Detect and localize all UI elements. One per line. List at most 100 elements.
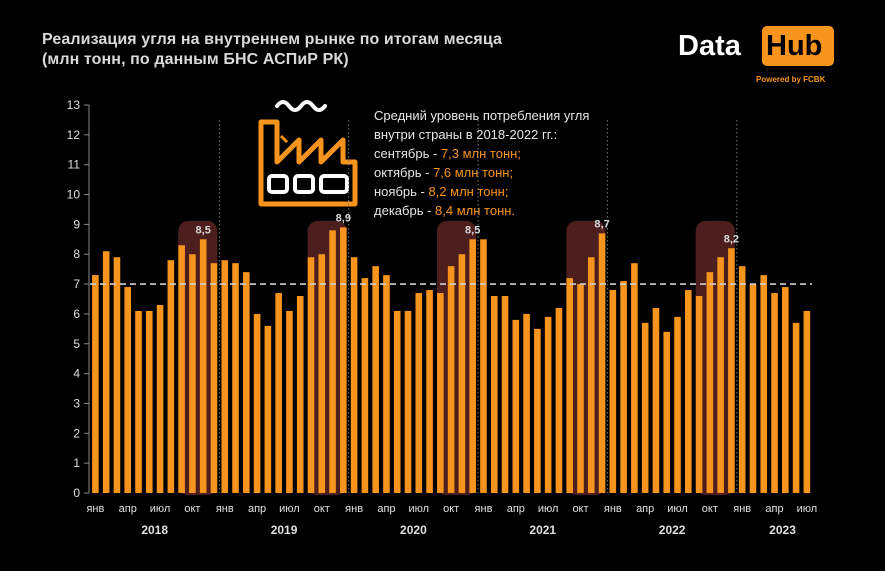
x-tick-label: июл: [667, 503, 688, 515]
peak-data-label: 8,5: [196, 224, 211, 236]
y-tick-label: 1: [73, 456, 80, 470]
bar: [577, 284, 584, 493]
x-tick-label: янв: [475, 503, 493, 515]
peak-data-label: 8,2: [724, 233, 739, 245]
bar: [372, 266, 379, 493]
x-tick-label: окт: [443, 503, 459, 515]
bar: [728, 248, 735, 493]
x-tick-label: апр: [119, 503, 137, 515]
y-tick-label: 5: [73, 337, 80, 351]
bar: [361, 278, 369, 493]
bar: [264, 325, 272, 493]
bar: [415, 293, 423, 493]
bar: [706, 272, 714, 493]
factory-icon: [258, 100, 358, 207]
bar: [555, 307, 563, 493]
bar: [447, 266, 455, 493]
info-heading-1: Средний уровень потребления угля: [374, 108, 590, 123]
bar: [512, 319, 520, 493]
year-label: 2022: [659, 523, 686, 537]
bar: [437, 293, 444, 493]
peak-data-label: 8,7: [594, 218, 609, 230]
x-tick-label: июл: [797, 503, 818, 515]
y-tick-label: 3: [73, 396, 80, 410]
bar: [135, 310, 142, 493]
x-tick-label: янв: [345, 503, 363, 515]
season-highlight: [695, 220, 735, 495]
info-row-sep: сентябрь - 7,3 млн тонн;: [374, 146, 521, 161]
bar: [156, 304, 164, 493]
year-label: 2019: [271, 523, 298, 537]
bar: [717, 257, 724, 493]
x-tick-label: апр: [636, 503, 654, 515]
bar: [631, 263, 638, 493]
x-tick-label: апр: [248, 503, 266, 515]
bar: [641, 322, 649, 493]
bar: [544, 316, 552, 493]
y-tick-label: 8: [73, 247, 80, 261]
x-tick-label: янв: [604, 503, 622, 515]
peak-data-label: 8,5: [465, 224, 480, 236]
peak-data-label: 8,9: [336, 212, 351, 224]
bar: [760, 275, 768, 493]
y-tick-label: 7: [73, 277, 80, 291]
bar: [124, 287, 132, 493]
bar: [501, 296, 509, 493]
bar: [620, 281, 627, 493]
bar: [458, 254, 466, 493]
info-row-dec: декабрь - 8,4 млн тонн.: [374, 203, 516, 218]
bar: [609, 290, 617, 493]
info-row-oct: октябрь - 7,6 млн тонн;: [374, 165, 514, 180]
bar: [340, 227, 347, 493]
bar: [782, 287, 789, 493]
bar: [393, 310, 401, 493]
datahub-logo: Data Hub Powered by FCBK: [678, 26, 838, 86]
bar: [307, 257, 315, 493]
bar: [803, 310, 811, 493]
bar: [92, 275, 99, 493]
bar: [210, 263, 218, 493]
bar: [771, 293, 778, 493]
bar: [350, 257, 358, 493]
bar: [426, 290, 433, 493]
y-tick-label: 0: [73, 486, 80, 500]
bar: [480, 239, 487, 493]
y-tick-label: 13: [67, 98, 81, 112]
x-tick-label: апр: [507, 503, 525, 515]
bar: [189, 254, 196, 493]
x-tick-label: окт: [572, 503, 588, 515]
bar: [145, 310, 153, 493]
chart-title-line2: (млн тонн, по данным БНС АСПиР РК): [42, 51, 349, 68]
bar: [113, 257, 121, 493]
bar: [598, 233, 606, 494]
bar: [695, 296, 703, 493]
bar: [566, 278, 574, 493]
bar: [275, 293, 282, 493]
info-row-nov: ноябрь - 8,2 млн тонн;: [374, 184, 509, 199]
bar: [404, 310, 412, 493]
logo-hub-text: Hub: [766, 30, 823, 62]
bar: [469, 239, 476, 493]
year-label: 2020: [400, 523, 427, 537]
x-tick-label: июл: [279, 503, 300, 515]
year-label: 2021: [529, 523, 556, 537]
bar: [792, 322, 800, 493]
x-tick-label: апр: [765, 503, 783, 515]
x-tick-label: июл: [150, 503, 171, 515]
bar: [253, 313, 261, 493]
bar: [674, 316, 681, 493]
y-tick-label: 9: [73, 217, 80, 231]
y-tick-label: 12: [67, 128, 81, 142]
bar: [329, 230, 336, 493]
bar: [221, 260, 229, 493]
year-label: 2023: [769, 523, 796, 537]
chart-title-line1: Реализация угля на внутреннем рынке по и…: [42, 31, 502, 48]
x-tick-label: окт: [184, 503, 200, 515]
bar: [167, 260, 175, 493]
season-highlight: [178, 220, 218, 495]
x-tick-label: янв: [216, 503, 234, 515]
bar: [684, 290, 692, 493]
bar: [199, 239, 207, 493]
logo-data-text: Data: [678, 30, 741, 62]
bar: [534, 328, 541, 493]
